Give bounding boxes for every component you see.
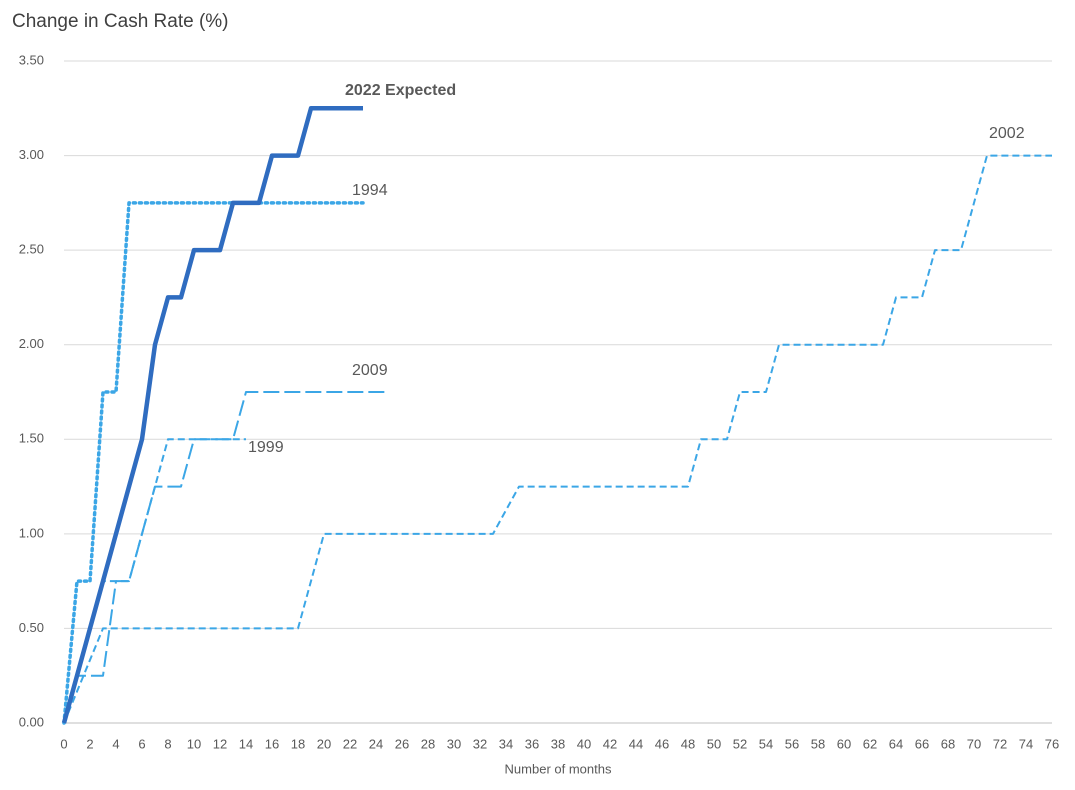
x-tick-label: 42 — [603, 736, 617, 751]
x-tick-label: 72 — [993, 736, 1007, 751]
x-tick-label: 60 — [837, 736, 851, 751]
series-line — [61, 106, 363, 724]
x-tick-label: 68 — [941, 736, 955, 751]
x-axis-label: Number of months — [505, 761, 612, 776]
x-tick-label: 48 — [681, 736, 695, 751]
x-tick-label: 30 — [447, 736, 461, 751]
x-tick-label: 22 — [343, 736, 357, 751]
x-tick-label: 8 — [164, 736, 171, 751]
x-tick-label: 54 — [759, 736, 773, 751]
y-tick-label: 1.50 — [19, 431, 44, 446]
x-tick-label: 12 — [213, 736, 227, 751]
x-tick-label: 34 — [499, 736, 513, 751]
x-tick-label: 18 — [291, 736, 305, 751]
y-tick-label: 0.00 — [19, 714, 44, 729]
series-label: 2009 — [352, 362, 388, 379]
series-line — [63, 391, 389, 724]
x-tick-label: 66 — [915, 736, 929, 751]
x-tick-label: 16 — [265, 736, 279, 751]
x-tick-label: 56 — [785, 736, 799, 751]
x-tick-label: 46 — [655, 736, 669, 751]
x-tick-label: 2 — [86, 736, 93, 751]
y-tick-label: 2.00 — [19, 336, 44, 351]
x-tick-label: 0 — [60, 736, 67, 751]
x-tick-label: 58 — [811, 736, 825, 751]
x-tick-label: 32 — [473, 736, 487, 751]
series-line — [62, 201, 365, 725]
y-tick-label: 0.50 — [19, 620, 44, 635]
series-label: 1999 — [248, 439, 284, 456]
chart-title: Change in Cash Rate (%) — [12, 11, 229, 32]
x-tick-label: 40 — [577, 736, 591, 751]
y-tick-label: 1.00 — [19, 525, 44, 540]
x-tick-label: 28 — [421, 736, 435, 751]
y-tick-label: 3.50 — [19, 52, 44, 67]
x-tick-label: 62 — [863, 736, 877, 751]
x-tick-label: 52 — [733, 736, 747, 751]
x-tick-label: 24 — [369, 736, 383, 751]
x-tick-label: 70 — [967, 736, 981, 751]
x-tick-label: 64 — [889, 736, 903, 751]
x-tick-label: 50 — [707, 736, 721, 751]
x-tick-label: 44 — [629, 736, 643, 751]
x-tick-label: 10 — [187, 736, 201, 751]
x-tick-label: 36 — [525, 736, 539, 751]
x-tick-label: 4 — [112, 736, 119, 751]
x-tick-label: 6 — [138, 736, 145, 751]
series-label: 1994 — [352, 182, 388, 199]
x-tick-label: 76 — [1045, 736, 1059, 751]
series-label: 2022 Expected — [345, 82, 456, 99]
y-tick-label: 3.00 — [19, 147, 44, 162]
x-tick-label: 26 — [395, 736, 409, 751]
series-label: 2002 — [989, 125, 1025, 142]
x-tick-label: 38 — [551, 736, 565, 751]
x-tick-label: 14 — [239, 736, 253, 751]
y-tick-label: 2.50 — [19, 242, 44, 257]
x-tick-label: 74 — [1019, 736, 1033, 751]
series-line — [63, 154, 1052, 724]
x-tick-label: 20 — [317, 736, 331, 751]
